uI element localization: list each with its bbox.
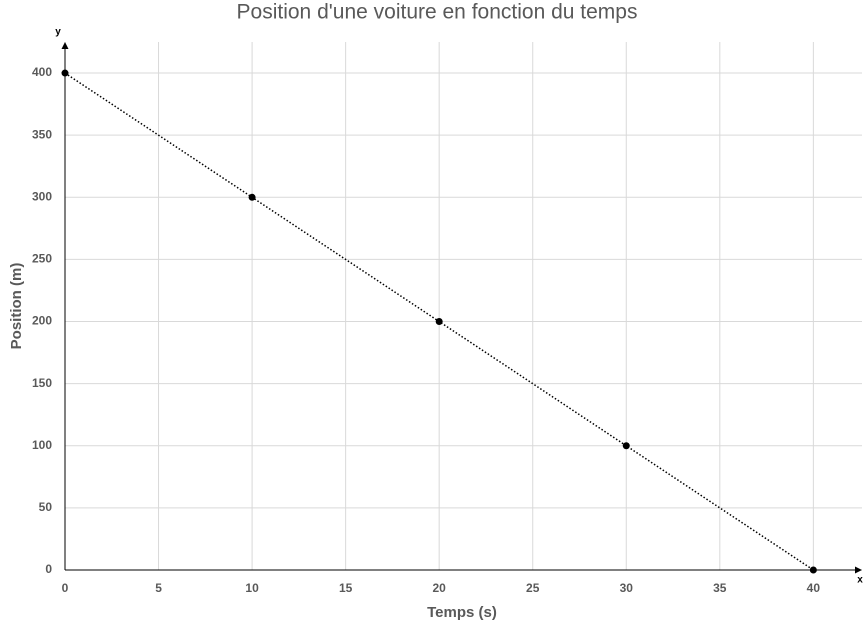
y-axis-title: Position (m) <box>8 263 25 350</box>
y-tick-label: 350 <box>32 127 52 141</box>
x-tick-label: 5 <box>155 581 162 595</box>
data-point <box>809 566 817 574</box>
y-tick-label: 400 <box>32 65 52 79</box>
y-axis-name: y <box>55 27 61 38</box>
y-tick-label: 200 <box>32 314 52 328</box>
x-tick-label: 10 <box>245 581 259 595</box>
data-point <box>435 318 443 326</box>
y-tick-label: 300 <box>32 189 52 203</box>
x-tick-label: 35 <box>713 581 727 595</box>
x-tick-label: 15 <box>339 581 353 595</box>
x-tick-label: 25 <box>526 581 540 595</box>
chart-title: Position d'une voiture en fonction du te… <box>237 1 638 24</box>
y-tick-label: 100 <box>32 438 52 452</box>
x-tick-label: 20 <box>432 581 446 595</box>
y-tick-label: 50 <box>39 500 53 514</box>
x-axis-arrow <box>855 566 862 574</box>
y-tick-label: 250 <box>32 252 52 266</box>
data-point <box>248 193 256 201</box>
y-tick-label: 150 <box>32 376 52 390</box>
x-tick-label: 40 <box>807 581 821 595</box>
x-tick-label: 0 <box>62 581 69 595</box>
data-point <box>61 69 69 77</box>
data-point <box>622 442 630 450</box>
y-tick-label: 0 <box>45 562 52 576</box>
x-tick-label: 30 <box>620 581 634 595</box>
x-axis-title: Temps (s) <box>427 604 497 621</box>
x-axis-name: x <box>857 575 863 586</box>
y-axis-arrow <box>61 42 69 49</box>
